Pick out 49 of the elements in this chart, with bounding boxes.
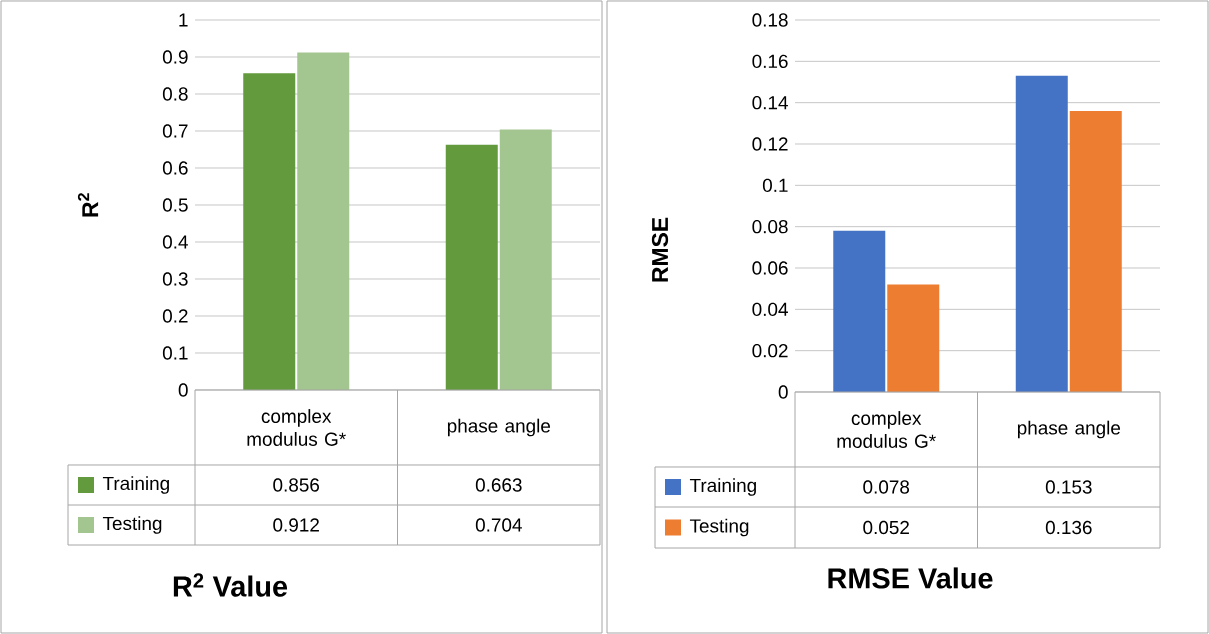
text: RMSE Value: [828, 567, 993, 589]
y-tick-label: 0.14: [752, 95, 788, 110]
bar: [1069, 110, 1122, 392]
legend-label: Training: [689, 478, 756, 496]
data-label: 0.078: [863, 480, 910, 494]
data-label: 0.704: [475, 518, 522, 532]
y-tick-label: 0: [778, 385, 788, 399]
data-label: 0.153: [1045, 480, 1092, 494]
y-tick-label: 0.18: [752, 13, 788, 27]
y-axis-title: R$^{2}$: [77, 193, 99, 217]
y-tick-label: 0.5: [162, 198, 188, 212]
legend-label: Testing: [102, 516, 162, 534]
bar: [243, 73, 296, 390]
y-tick-label: 0.2: [162, 309, 188, 323]
y-tick-label: 0.6: [162, 161, 188, 175]
y-tick-label: 0: [178, 383, 188, 397]
data-label: 0.052: [863, 520, 909, 535]
data-label: 0.663: [475, 478, 522, 492]
y-tick-label: 0.8: [162, 87, 188, 101]
bar: [297, 52, 350, 390]
bar: [833, 230, 886, 392]
x-tick-label: complex modulus G*: [837, 411, 936, 448]
y-tick-label: 0.3: [162, 272, 188, 286]
y-tick-label: 0.7: [162, 124, 188, 138]
x-tick-label: complex modulus G*: [247, 409, 346, 446]
y-axis-title: RMSE: [651, 217, 669, 282]
y-tick-label: 0.1: [162, 346, 188, 360]
x-tick-label: phase angle: [1017, 420, 1121, 439]
y-tick-label: 0.02: [752, 343, 788, 358]
y-tick-label: 0.1: [762, 178, 788, 193]
y-tick-label: 0.12: [752, 137, 788, 151]
legend-label: Training: [102, 476, 169, 494]
y-tick-label: 1: [179, 13, 188, 27]
y-tick-label: 0.06: [752, 261, 788, 275]
data-label: 0.912: [273, 518, 319, 532]
y-tick-label: 0.4: [162, 235, 188, 249]
text: R$^{2}$ Value: [173, 573, 288, 597]
bar: [445, 144, 498, 390]
y-tick-label: 0.04: [752, 302, 788, 317]
y-tick-label: 0.16: [752, 54, 788, 69]
data-label: 0.856: [273, 478, 320, 492]
bar: [499, 129, 552, 390]
y-tick-label: 0.9: [162, 50, 188, 64]
bar: [1015, 75, 1068, 392]
data-label: 0.136: [1045, 520, 1092, 535]
y-tick-label: 0.08: [752, 219, 788, 234]
x-tick-label: phase angle: [447, 418, 551, 437]
bar: [887, 284, 940, 392]
legend-label: Testing: [689, 518, 749, 537]
